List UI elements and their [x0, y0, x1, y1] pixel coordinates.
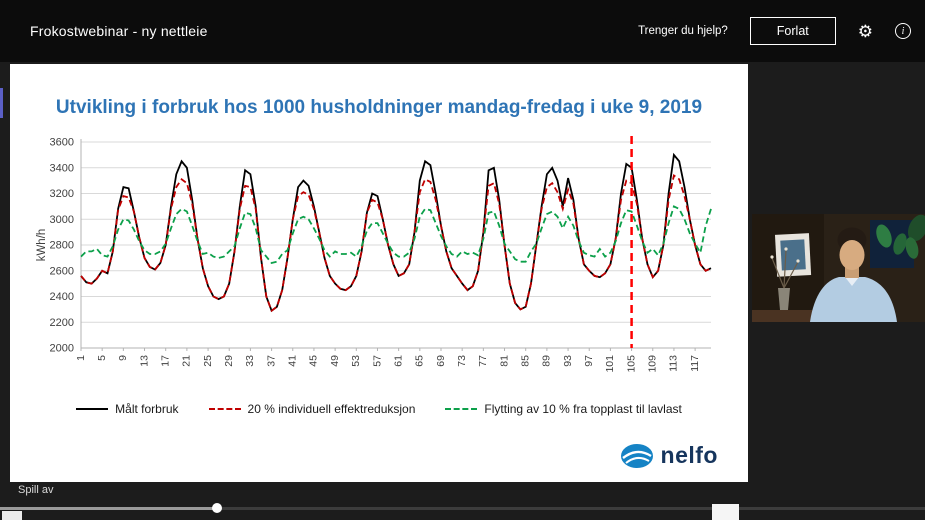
- svg-text:2600: 2600: [50, 265, 74, 277]
- shelf-and-vase: [752, 247, 824, 322]
- svg-text:109: 109: [647, 355, 659, 373]
- progress-bar[interactable]: [0, 507, 925, 510]
- svg-text:33: 33: [244, 355, 256, 367]
- svg-text:117: 117: [689, 355, 701, 372]
- consumption-chart: 2000 2200 2400 2600 2800 3000 3200 3400 3600 1 5 9 1…: [33, 134, 725, 392]
- wall-art: [870, 220, 914, 268]
- svg-text:69: 69: [435, 355, 447, 367]
- legend-swatch-reduction: [208, 408, 241, 410]
- top-bar: Frokostwebinar - ny nettleie Trenger du …: [0, 0, 925, 62]
- info-icon[interactable]: i: [895, 23, 911, 39]
- svg-text:3600: 3600: [50, 137, 74, 149]
- legend-swatch-shifting: [445, 408, 478, 410]
- svg-text:9: 9: [117, 355, 129, 361]
- svg-text:61: 61: [392, 355, 404, 367]
- nelfo-logo-text: nelfo: [660, 442, 718, 468]
- svg-text:65: 65: [414, 355, 426, 367]
- legend-item-reduction: 20 % individuell effektreduksjon: [208, 402, 416, 416]
- taskbar-fragment-left: [2, 511, 22, 520]
- speaker-webcam-tile[interactable]: [752, 214, 925, 322]
- plant-decor: [905, 214, 925, 259]
- legend-label-shifting: Flytting av 10 % fra topplast til lavlas…: [484, 402, 682, 416]
- progress-played: [0, 507, 218, 510]
- svg-text:53: 53: [350, 355, 362, 367]
- line-chart-svg: 2000 2200 2400 2600 2800 3000 3200 3400 3600 1 5 9 1…: [36, 136, 712, 373]
- legend-item-shifting: Flytting av 10 % fra topplast til lavlas…: [445, 402, 682, 416]
- svg-text:25: 25: [202, 355, 214, 367]
- speaker-person: [810, 227, 897, 322]
- top-bar-actions: Trenger du hjelp? Forlat ⚙ i: [638, 17, 911, 45]
- svg-text:37: 37: [265, 355, 277, 367]
- svg-text:3200: 3200: [50, 188, 74, 200]
- chart-legend: Målt forbruk 20 % individuell effektredu…: [10, 402, 748, 416]
- svg-text:85: 85: [519, 355, 531, 367]
- nelfo-globe-icon: [620, 443, 653, 468]
- svg-text:2200: 2200: [50, 317, 74, 329]
- leave-button[interactable]: Forlat: [749, 17, 836, 45]
- svg-text:1: 1: [75, 355, 87, 361]
- svg-text:41: 41: [287, 355, 299, 367]
- svg-text:2000: 2000: [50, 343, 74, 355]
- svg-text:97: 97: [583, 355, 595, 367]
- help-link[interactable]: Trenger du hjelp?: [638, 25, 728, 37]
- legend-label-reduction: 20 % individuell effektreduksjon: [247, 402, 416, 416]
- progress-handle[interactable]: [212, 503, 223, 513]
- shared-slide: Utvikling i forbruk hos 1000 husholdning…: [10, 64, 748, 482]
- svg-text:73: 73: [456, 355, 468, 367]
- meeting-title: Frokostwebinar - ny nettleie: [30, 23, 208, 39]
- svg-text:77: 77: [477, 355, 489, 367]
- svg-text:57: 57: [371, 355, 383, 367]
- svg-text:5: 5: [96, 355, 108, 361]
- svg-text:81: 81: [498, 355, 510, 367]
- legend-swatch-measured: [76, 408, 109, 410]
- svg-text:21: 21: [181, 355, 193, 367]
- svg-text:3400: 3400: [50, 162, 74, 174]
- svg-text:2800: 2800: [50, 240, 74, 252]
- svg-text:29: 29: [223, 355, 235, 367]
- chart-title: Utvikling i forbruk hos 1000 husholdning…: [55, 97, 703, 118]
- speaker-video: [752, 214, 925, 322]
- taskbar-fragment-right: [712, 504, 739, 520]
- svg-text:105: 105: [625, 355, 637, 373]
- svg-text:89: 89: [541, 355, 553, 367]
- nelfo-logo: nelfo: [620, 442, 718, 469]
- svg-text:2400: 2400: [50, 291, 74, 303]
- picture-frame: [774, 233, 812, 277]
- sidebar-active-accent: [0, 88, 3, 118]
- gear-icon[interactable]: ⚙: [857, 21, 873, 41]
- legend-label-measured: Målt forbruk: [115, 402, 179, 416]
- svg-text:113: 113: [668, 355, 680, 372]
- svg-text:93: 93: [562, 355, 574, 367]
- svg-text:kWh/h: kWh/h: [36, 229, 48, 262]
- legend-item-measured: Målt forbruk: [76, 402, 179, 416]
- svg-text:49: 49: [329, 355, 341, 367]
- svg-text:13: 13: [138, 355, 150, 367]
- svg-text:101: 101: [604, 355, 616, 373]
- svg-text:45: 45: [308, 355, 320, 367]
- svg-text:17: 17: [159, 355, 171, 367]
- play-label[interactable]: Spill av: [18, 484, 54, 496]
- svg-text:3000: 3000: [50, 214, 74, 226]
